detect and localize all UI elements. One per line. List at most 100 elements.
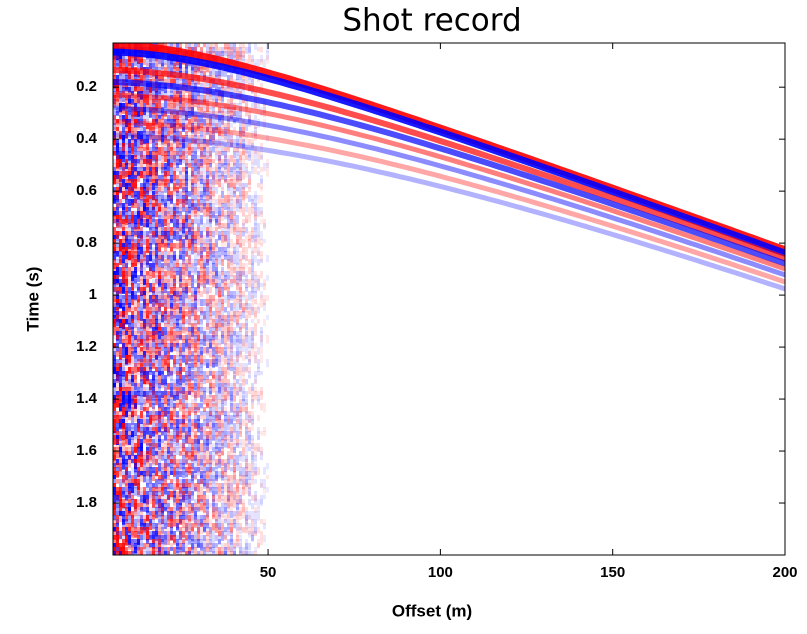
texture: [128, 495, 131, 499]
texture: [248, 447, 251, 451]
texture: [161, 239, 164, 244]
texture: [209, 399, 212, 408]
texture: [209, 371, 212, 376]
texture: [173, 343, 176, 347]
texture: [155, 319, 158, 324]
texture: [173, 215, 176, 223]
texture: [242, 527, 245, 533]
texture: [212, 535, 215, 543]
texture: [200, 411, 203, 415]
texture: [233, 267, 236, 274]
texture: [116, 175, 119, 184]
texture: [200, 543, 203, 551]
texture: [212, 479, 215, 483]
texture: [119, 363, 122, 367]
texture: [146, 483, 149, 488]
texture: [212, 363, 215, 368]
texture: [188, 483, 191, 487]
texture: [239, 487, 242, 496]
texture: [245, 155, 248, 160]
texture: [203, 247, 206, 252]
texture: [170, 459, 173, 464]
texture: [224, 203, 227, 210]
texture: [131, 503, 134, 511]
texture: [194, 439, 197, 444]
texture: [209, 95, 212, 100]
texture: [152, 459, 155, 466]
texture: [188, 219, 191, 223]
texture: [227, 503, 230, 512]
texture: [203, 159, 206, 168]
texture: [146, 379, 149, 384]
texture: [251, 307, 254, 315]
texture: [215, 199, 218, 205]
texture: [158, 283, 161, 287]
texture: [170, 179, 173, 183]
texture: [230, 455, 233, 459]
texture: [191, 211, 194, 217]
texture: [251, 267, 254, 272]
texture: [170, 167, 173, 171]
texture: [251, 207, 254, 214]
texture: [185, 439, 188, 444]
texture: [152, 171, 155, 176]
texture: [227, 299, 230, 308]
texture: [248, 551, 251, 560]
texture: [215, 375, 218, 379]
texture: [152, 87, 155, 91]
texture: [173, 519, 176, 527]
texture: [200, 71, 203, 76]
texture: [140, 475, 143, 482]
texture: [140, 531, 143, 535]
texture: [218, 363, 221, 368]
texture: [245, 347, 248, 354]
texture: [203, 299, 206, 306]
texture: [218, 475, 221, 479]
texture: [158, 235, 161, 244]
texture: [188, 419, 191, 423]
texture: [251, 151, 254, 159]
texture: [215, 151, 218, 161]
texture: [200, 135, 203, 139]
texture: [170, 355, 173, 359]
texture: [167, 391, 170, 395]
texture: [164, 411, 167, 416]
texture: [191, 431, 194, 440]
texture: [200, 523, 203, 527]
texture: [242, 255, 245, 259]
texture: [149, 275, 152, 279]
texture: [206, 447, 209, 455]
texture: [206, 551, 209, 557]
texture: [185, 395, 188, 403]
texture: [137, 175, 140, 182]
texture: [119, 187, 122, 193]
texture: [242, 455, 245, 462]
texture: [218, 327, 221, 331]
texture: [248, 419, 251, 423]
texture: [215, 451, 218, 456]
texture: [200, 435, 203, 441]
texture: [203, 283, 206, 288]
texture: [203, 147, 206, 151]
texture: [236, 207, 239, 212]
texture: [224, 483, 227, 493]
texture: [143, 515, 146, 520]
texture: [137, 519, 140, 526]
texture: [191, 131, 194, 135]
texture: [116, 243, 119, 248]
texture: [224, 399, 227, 406]
texture: [125, 319, 128, 324]
texture: [170, 395, 173, 400]
texture: [176, 343, 179, 348]
texture: [239, 231, 242, 239]
texture: [203, 315, 206, 320]
texture: [212, 423, 215, 431]
texture: [191, 483, 194, 490]
texture: [206, 323, 209, 330]
texture: [119, 283, 122, 287]
texture: [233, 351, 236, 357]
texture: [191, 479, 194, 483]
texture: [218, 495, 221, 502]
texture: [206, 467, 209, 471]
